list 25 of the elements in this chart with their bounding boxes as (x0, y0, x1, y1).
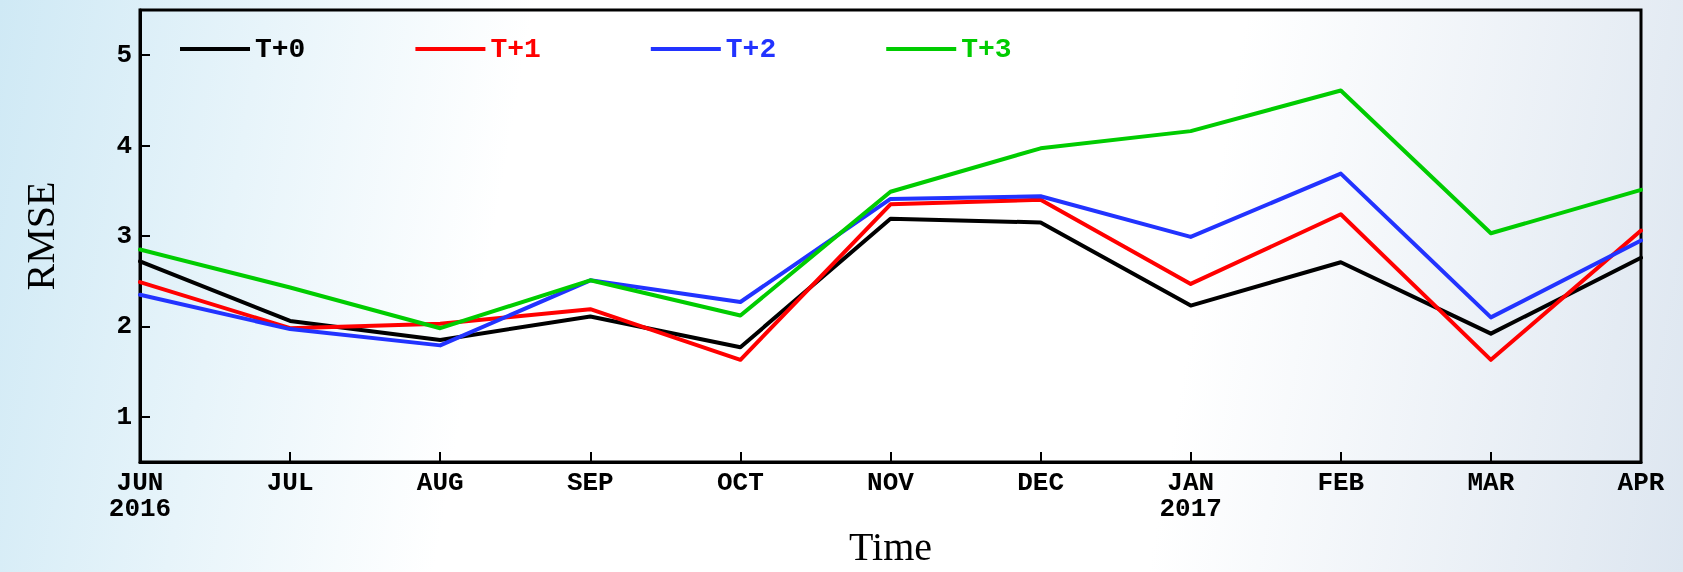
line-series (138, 197, 1643, 362)
x-tick-label: JAN 2017 (1159, 468, 1222, 524)
x-tick-label: SEP (566, 468, 614, 498)
y-tick-label: 3 (116, 221, 132, 251)
x-tick-label: FEB (1317, 468, 1365, 498)
x-tick-label: MAR (1467, 468, 1515, 498)
line-series (138, 88, 1643, 331)
legend-label: T+2 (725, 33, 777, 65)
legend-label: T+0 (255, 33, 306, 65)
x-tick-label: OCT (716, 468, 764, 498)
x-tick-label: NOV (867, 468, 915, 498)
legend-label: T+3 (961, 33, 1012, 65)
y-tick-label: 1 (116, 401, 132, 432)
x-tick-label: APR (1617, 468, 1665, 498)
x-tick-label: AUG (416, 468, 464, 498)
x-tick-label: JUN 2016 (108, 468, 172, 524)
y-tick-label: 4 (116, 130, 132, 161)
y-axis-title: RMSE (17, 181, 63, 291)
line-series (138, 171, 1643, 348)
y-tick-label: 2 (116, 311, 132, 342)
x-axis-title: Time (848, 524, 933, 570)
y-tick-label: 5 (116, 40, 132, 71)
x-tick-label: DEC (1017, 468, 1065, 498)
x-tick-label: JUL (266, 468, 314, 498)
legend-label: T+1 (490, 33, 541, 65)
